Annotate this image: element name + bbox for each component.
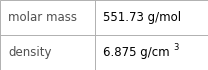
Text: 551.73 g/mol: 551.73 g/mol <box>103 11 181 24</box>
Text: 6.875 g/cm: 6.875 g/cm <box>103 46 170 59</box>
Text: 3: 3 <box>174 43 179 52</box>
Text: molar mass: molar mass <box>8 11 77 24</box>
Text: density: density <box>8 46 52 59</box>
